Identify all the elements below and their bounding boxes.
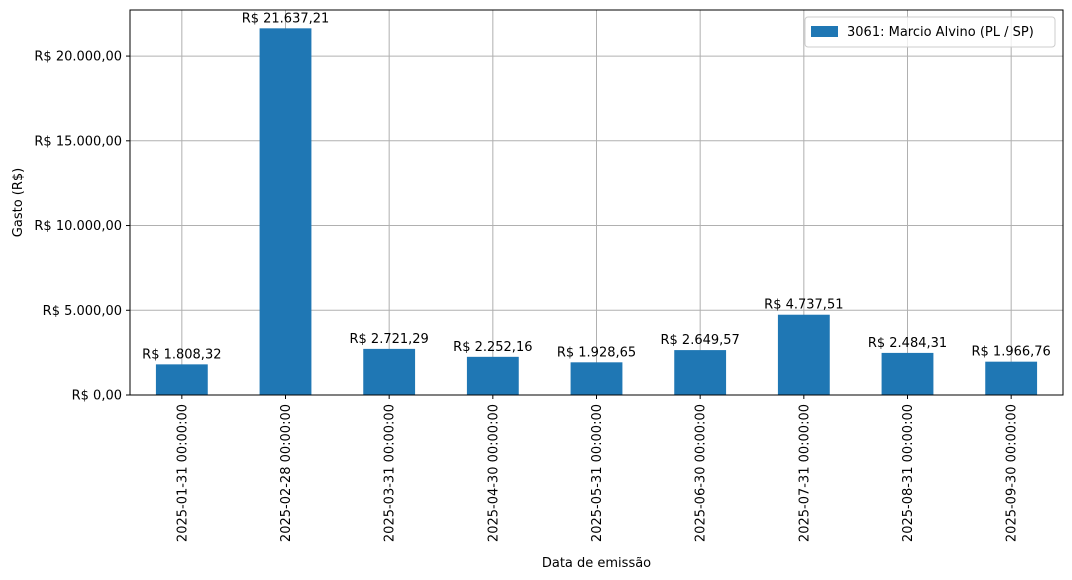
x-tick-label: 2025-06-30 00:00:00	[694, 404, 709, 542]
bar	[985, 361, 1038, 395]
bar	[363, 348, 416, 395]
x-tick-label: 2025-03-31 00:00:00	[383, 404, 398, 542]
bar	[881, 352, 934, 395]
x-tick-label: 2025-02-28 00:00:00	[279, 404, 294, 542]
x-tick-label: 2025-04-30 00:00:00	[486, 404, 501, 542]
bar	[259, 28, 312, 396]
x-tick-label: 2025-05-31 00:00:00	[590, 404, 605, 542]
y-tick-label: R$ 10.000,00	[34, 219, 122, 234]
y-axis-label: Gasto (R$)	[11, 168, 26, 237]
bar-value-label: R$ 1.808,32	[142, 347, 221, 362]
bar	[466, 356, 519, 395]
bar	[777, 314, 830, 395]
legend: 3061: Marcio Alvino (PL / SP)	[804, 16, 1056, 48]
x-axis-ticks: 2025-01-31 00:00:00 2025-02-28 00:00:00 20…	[175, 395, 1020, 542]
bar-value-label: R$ 2.252,16	[453, 340, 532, 355]
legend-box	[804, 16, 1056, 48]
data-labels: R$ 1.808,32 R$ 21.637,21 R$ 2.721,29 R$ 2.2…	[142, 11, 1051, 362]
x-tick-label: 2025-01-31 00:00:00	[175, 404, 190, 542]
bar-value-label: R$ 2.649,57	[661, 333, 740, 348]
legend-swatch	[811, 26, 838, 37]
bars	[155, 28, 1038, 396]
y-tick-label: R$ 15.000,00	[34, 134, 122, 149]
bar-value-label: R$ 2.484,31	[868, 336, 947, 351]
bar-value-label: R$ 1.966,76	[972, 345, 1051, 360]
y-tick-label: R$ 5.000,00	[43, 304, 122, 319]
x-axis-label: Data de emissão	[542, 556, 651, 571]
y-tick-label: R$ 0,00	[72, 389, 122, 404]
y-axis-ticks: R$ 0,00 R$ 5.000,00 R$ 10.000,00 R$ 15.000,…	[34, 50, 130, 404]
x-tick-label: 2025-09-30 00:00:00	[1005, 404, 1020, 542]
bar-value-label: R$ 1.928,65	[557, 345, 636, 360]
bar-value-label: R$ 4.737,51	[764, 298, 843, 313]
bar	[570, 362, 623, 395]
bar-value-label: R$ 2.721,29	[350, 332, 429, 347]
legend-entry: 3061: Marcio Alvino (PL / SP)	[847, 25, 1034, 40]
y-tick-label: R$ 20.000,00	[34, 50, 122, 65]
bar	[155, 364, 208, 395]
bar-value-label: R$ 21.637,21	[242, 11, 330, 26]
x-tick-label: 2025-08-31 00:00:00	[901, 404, 916, 542]
bar	[674, 350, 727, 395]
x-tick-label: 2025-07-31 00:00:00	[797, 404, 812, 542]
